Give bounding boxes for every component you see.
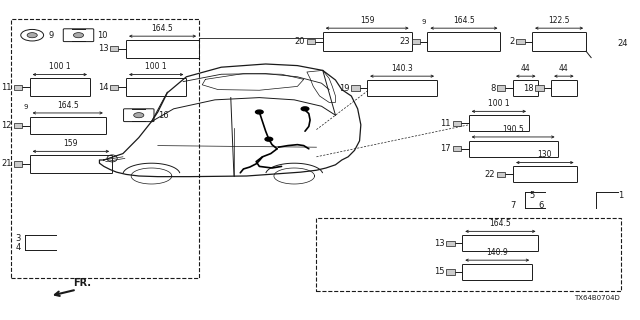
FancyBboxPatch shape [63,29,93,42]
Circle shape [27,33,37,38]
Text: 164.5: 164.5 [453,16,475,25]
Bar [316,218,621,291]
Text: 122.5: 122.5 [548,16,570,25]
Text: 4: 4 [15,244,20,252]
Text: 6: 6 [538,201,544,210]
Text: 23: 23 [399,37,410,46]
Circle shape [134,113,144,118]
Text: 18: 18 [523,84,533,92]
Text: 5: 5 [529,191,534,200]
Text: 20: 20 [294,37,305,46]
Text: 13: 13 [98,44,108,53]
Text: 164.5: 164.5 [490,219,511,228]
Text: 190.5: 190.5 [502,125,524,134]
Text: 21: 21 [1,159,12,169]
Text: 16: 16 [158,111,168,120]
Text: FR.: FR. [74,278,92,288]
Text: 164.5: 164.5 [57,101,79,110]
Text: 9: 9 [422,19,426,25]
Circle shape [20,29,44,41]
FancyBboxPatch shape [516,39,525,44]
Text: 13: 13 [434,239,445,248]
Circle shape [255,110,263,114]
FancyBboxPatch shape [110,85,118,90]
Text: 130: 130 [538,150,552,159]
FancyBboxPatch shape [124,109,154,122]
Text: 1: 1 [618,191,623,200]
Ellipse shape [107,155,117,162]
Text: 12: 12 [1,121,12,130]
FancyBboxPatch shape [307,39,315,44]
FancyBboxPatch shape [14,161,22,166]
Circle shape [265,137,273,141]
Text: 100 1: 100 1 [49,62,70,71]
Text: TX64B0704D: TX64B0704D [574,295,620,301]
FancyBboxPatch shape [110,46,118,52]
FancyBboxPatch shape [497,172,506,177]
FancyBboxPatch shape [14,123,22,128]
FancyBboxPatch shape [497,85,506,91]
Text: 159: 159 [360,16,374,25]
Text: 44: 44 [559,64,569,73]
FancyBboxPatch shape [14,85,22,90]
FancyBboxPatch shape [447,241,455,246]
Text: 17: 17 [440,144,451,153]
Text: 22: 22 [485,170,495,179]
Text: 159: 159 [63,139,78,148]
Text: 140.9: 140.9 [486,248,508,257]
FancyBboxPatch shape [412,39,420,44]
Text: 3: 3 [15,234,20,243]
Text: 100 1: 100 1 [145,62,167,71]
Text: 24: 24 [618,39,628,48]
Text: 11: 11 [1,83,12,92]
FancyBboxPatch shape [453,121,461,126]
Text: 9: 9 [24,104,28,110]
Text: 11: 11 [440,119,451,128]
Circle shape [301,107,309,111]
FancyBboxPatch shape [535,85,543,91]
FancyBboxPatch shape [453,146,461,151]
Text: 9: 9 [49,31,54,40]
Bar [11,19,199,278]
Text: 14: 14 [98,83,108,92]
Text: 15: 15 [434,268,445,276]
Text: 10: 10 [97,31,108,40]
FancyBboxPatch shape [447,269,455,275]
Circle shape [74,33,84,38]
Text: 100 1: 100 1 [488,99,509,108]
Text: 8: 8 [490,84,495,92]
Text: 2: 2 [509,37,515,46]
Text: 7: 7 [511,201,516,210]
FancyBboxPatch shape [351,85,360,91]
Text: 19: 19 [339,84,349,92]
Text: 140.3: 140.3 [391,64,413,73]
Text: 44: 44 [521,64,531,73]
Text: 164.5: 164.5 [152,24,173,33]
